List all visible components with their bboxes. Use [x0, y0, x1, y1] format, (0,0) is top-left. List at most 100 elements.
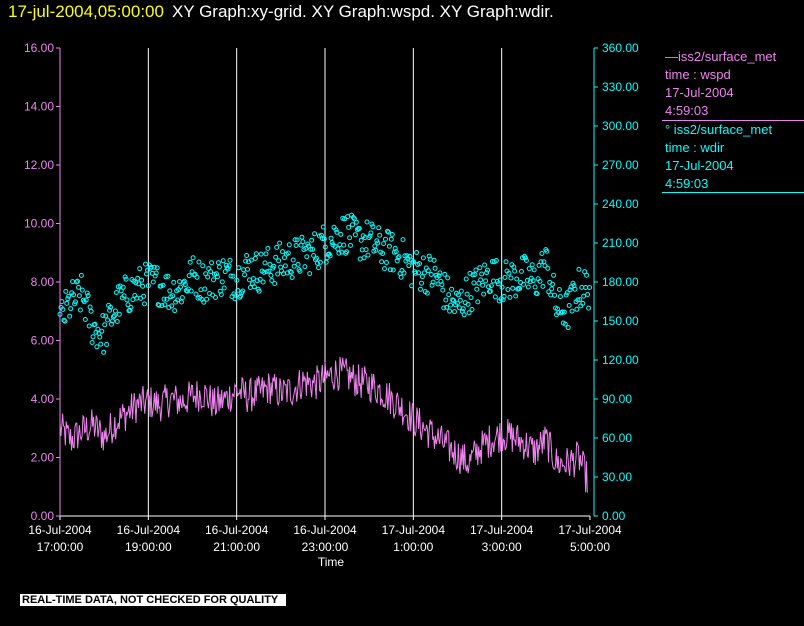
- wdir-point: [234, 277, 240, 283]
- wdir-point: [241, 267, 247, 273]
- wdir-point: [178, 284, 183, 290]
- wdir-point: [581, 293, 587, 299]
- wdir-point: [544, 248, 550, 254]
- wdir-point: [165, 273, 171, 279]
- wdir-point: [253, 251, 259, 257]
- wdir-point: [426, 253, 432, 259]
- y-left-tick-label: 6.00: [31, 334, 55, 348]
- wdir-point: [457, 297, 463, 303]
- wdir-point: [385, 229, 391, 235]
- wdir-point: [463, 276, 469, 282]
- wdir-series: [57, 212, 593, 355]
- legend-wspd-var: time : wspd: [665, 67, 731, 82]
- wdir-point: [90, 334, 96, 340]
- wdir-point: [265, 245, 271, 251]
- wdir-point: [320, 224, 326, 230]
- wdir-point: [62, 318, 68, 324]
- wdir-point: [446, 292, 452, 298]
- wdir-point: [317, 259, 323, 265]
- wdir-point: [268, 272, 274, 278]
- legend-wspd-source: —iss2/surface_met: [665, 49, 777, 64]
- wdir-point: [576, 266, 582, 272]
- wdir-point: [406, 263, 412, 269]
- wdir-point: [510, 285, 516, 291]
- x-tick-label-date: 17-Jul-2004: [382, 523, 446, 537]
- wdir-point: [262, 260, 268, 266]
- wdir-point: [443, 297, 449, 303]
- wdir-point: [222, 269, 228, 275]
- wdir-point: [545, 265, 551, 271]
- wdir-point: [525, 284, 531, 290]
- wdir-point: [151, 264, 157, 270]
- wdir-point: [347, 235, 353, 241]
- wdir-point: [584, 272, 590, 278]
- wdir-point: [526, 266, 532, 272]
- wdir-point: [148, 264, 154, 270]
- wdir-point: [327, 253, 333, 259]
- wdir-point: [175, 297, 181, 303]
- y-right-tick-label: 300.00: [602, 119, 639, 133]
- wdir-point: [276, 258, 282, 264]
- wdir-point: [269, 278, 275, 283]
- wdir-point: [210, 292, 216, 298]
- wdir-point: [135, 275, 141, 281]
- wdir-point: [242, 272, 248, 278]
- wdir-point: [575, 297, 581, 303]
- wdir-point: [460, 306, 466, 312]
- wdir-point: [420, 255, 426, 261]
- wdir-point: [559, 309, 565, 315]
- wdir-point: [364, 219, 370, 225]
- wdir-point: [499, 284, 505, 290]
- x-tick-label-time: 1:00:00: [393, 540, 433, 554]
- wdir-point: [523, 258, 529, 263]
- wdir-point: [89, 340, 95, 345]
- wdir-point: [334, 229, 340, 235]
- wdir-point: [486, 284, 491, 290]
- wdir-point: [63, 288, 69, 294]
- wdir-point: [558, 310, 564, 316]
- wdir-point: [465, 301, 471, 307]
- wdir-point: [123, 276, 129, 282]
- wdir-point: [100, 313, 106, 318]
- wdir-point: [172, 308, 178, 314]
- wdir-point: [454, 300, 460, 306]
- legend-wdir-date: 17-Jul-2004: [665, 158, 734, 173]
- wdir-point: [302, 264, 308, 270]
- wdir-point: [348, 242, 353, 248]
- x-tick-label-date: 16-Jul-2004: [205, 523, 269, 537]
- wdir-point: [140, 283, 146, 289]
- wdir-point: [201, 299, 207, 305]
- wdir-point: [564, 290, 570, 296]
- wdir-point: [336, 250, 342, 256]
- wdir-point: [295, 261, 301, 267]
- wdir-point: [346, 224, 352, 230]
- y-right-tick-label: 30.00: [602, 470, 632, 484]
- wdir-point: [519, 268, 524, 274]
- wdir-point: [365, 252, 371, 258]
- wdir-point: [492, 294, 498, 300]
- wdir-point: [277, 240, 283, 246]
- wdir-point: [114, 319, 120, 324]
- wdir-point: [125, 302, 131, 308]
- wdir-point: [323, 259, 329, 265]
- wdir-point: [314, 255, 319, 261]
- wdir-point: [169, 303, 175, 309]
- wdir-point: [413, 270, 419, 276]
- wdir-point: [448, 302, 454, 308]
- wdir-point: [429, 282, 435, 288]
- wdir-point: [380, 251, 386, 256]
- wdir-point: [337, 242, 343, 248]
- wdir-point: [193, 291, 199, 297]
- wdir-point: [288, 269, 294, 275]
- wdir-point: [118, 288, 124, 294]
- wdir-point: [70, 279, 76, 285]
- legend-wdir-var: time : wdir: [665, 140, 725, 155]
- wdir-point: [436, 273, 442, 279]
- wdir-point: [124, 297, 130, 303]
- wdir-point: [162, 302, 168, 308]
- y-right-tick-label: 270.00: [602, 158, 639, 172]
- wdir-point: [226, 263, 232, 269]
- wdir-point: [101, 349, 107, 355]
- wdir-point: [244, 253, 250, 258]
